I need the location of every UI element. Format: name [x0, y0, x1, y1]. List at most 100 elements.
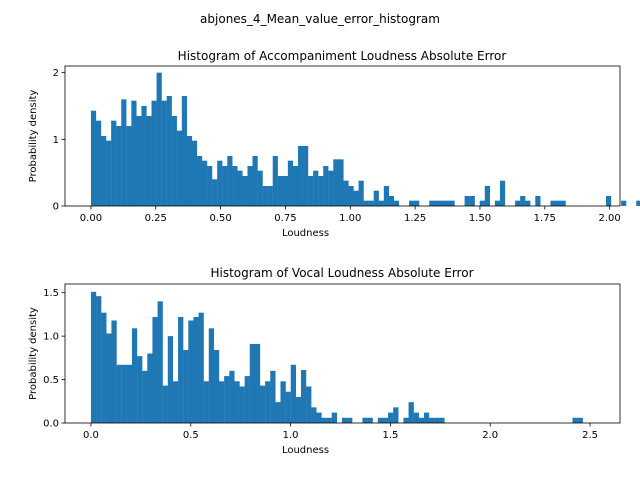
- vocal-x-axis-label: Loudness: [282, 445, 329, 456]
- vocal-bar: [275, 402, 281, 423]
- accompaniment-bar: [323, 166, 329, 206]
- vocal-plot-title: Histogram of Vocal Loudness Absolute Err…: [210, 266, 473, 280]
- accompaniment-bar: [101, 136, 107, 206]
- accompaniment-bar: [267, 186, 273, 206]
- accompaniment-bar: [393, 200, 400, 206]
- accompaniment-bar: [181, 96, 188, 206]
- accompaniment-bar: [439, 200, 445, 206]
- accompaniment-bar: [605, 196, 612, 206]
- accompaniment-bar: [252, 156, 258, 206]
- vocal-bar: [193, 317, 199, 423]
- vocal-bar: [131, 328, 138, 423]
- accompaniment-x-tick-label: 0.00: [80, 213, 102, 224]
- accompaniment-bar: [348, 186, 354, 206]
- accompaniment-bar: [247, 166, 253, 206]
- accompaniment-bar: [95, 120, 102, 206]
- accompaniment-x-axis-label: Loudness: [282, 228, 329, 239]
- accompaniment-bar: [363, 200, 369, 206]
- vocal-bar: [249, 343, 256, 423]
- vocal-bar: [347, 417, 353, 423]
- accompaniment-bar: [464, 196, 470, 206]
- accompaniment-bar: [378, 200, 384, 206]
- accompaniment-bar: [525, 200, 531, 206]
- accompaniment-bar: [287, 160, 294, 206]
- vocal-bar: [90, 291, 97, 423]
- accompaniment-bars: [90, 72, 640, 206]
- vocal-bar: [229, 370, 235, 424]
- vocal-bar: [254, 343, 261, 423]
- vocal-bar: [198, 312, 204, 423]
- accompaniment-histogram-plot: Histogram of Accompaniment Loudness Abso…: [28, 49, 640, 239]
- vocal-bar: [137, 356, 143, 423]
- vocal-bar: [260, 385, 266, 423]
- accompaniment-bar: [479, 200, 485, 206]
- accompaniment-bar: [560, 200, 566, 206]
- accompaniment-bar: [297, 146, 304, 206]
- accompaniment-x-tick-label: 0.25: [145, 213, 167, 224]
- accompaniment-axes-frame: [64, 65, 621, 207]
- vocal-y-tick-label: 0.0: [43, 419, 59, 430]
- accompaniment-bar: [328, 170, 334, 206]
- accompaniment-bar: [151, 100, 157, 206]
- accompaniment-bar: [333, 159, 339, 206]
- accompaniment-bar: [202, 160, 208, 206]
- vocal-bar: [111, 320, 117, 423]
- accompaniment-bar: [383, 186, 389, 206]
- vocal-x-tick-label: 1.5: [382, 430, 398, 441]
- accompaniment-bar: [308, 176, 314, 206]
- vocal-bar: [280, 381, 286, 423]
- accompaniment-plot-title: Histogram of Accompaniment Loudness Abso…: [178, 49, 507, 63]
- vocal-histogram-plot: Histogram of Vocal Loudness Absolute Err…: [28, 266, 621, 456]
- accompaniment-bar: [121, 99, 127, 206]
- vocal-bar: [577, 417, 583, 423]
- accompaniment-bar: [156, 72, 162, 206]
- vocal-x-tick-label: 2.0: [482, 430, 498, 441]
- vocal-y-tick-label: 1.5: [43, 288, 59, 299]
- vocal-bar: [572, 417, 578, 423]
- vocal-bar: [367, 417, 373, 423]
- accompaniment-bar: [449, 200, 455, 206]
- accompaniment-y-tick-label: 0: [53, 202, 59, 213]
- vocal-bar: [183, 350, 189, 423]
- accompaniment-bar: [520, 196, 526, 206]
- accompaniment-x-tick-label: 0.75: [274, 213, 296, 224]
- vocal-bar: [157, 301, 163, 424]
- accompaniment-bar: [469, 196, 475, 206]
- accompaniment-bar: [292, 166, 299, 206]
- accompaniment-bar: [499, 180, 506, 206]
- vocal-bar: [224, 376, 230, 423]
- vocal-bar: [208, 328, 215, 423]
- vocal-bar: [326, 417, 332, 423]
- vocal-bar: [439, 417, 445, 423]
- vocal-bar: [142, 370, 148, 424]
- vocal-bar: [219, 381, 225, 423]
- accompaniment-bar: [434, 200, 440, 206]
- accompaniment-x-tick-label: 1.50: [469, 213, 491, 224]
- accompaniment-bar: [414, 200, 420, 206]
- accompaniment-bar: [272, 156, 278, 206]
- accompaniment-bar: [116, 126, 122, 206]
- accompaniment-bar: [303, 146, 309, 206]
- accompaniment-y-tick-label: 2: [53, 68, 59, 79]
- vocal-bar: [239, 386, 245, 423]
- accompaniment-x-tick-label: 2.00: [598, 213, 620, 224]
- accompaniment-bar: [484, 186, 490, 206]
- accompaniment-bar: [368, 200, 374, 206]
- vocal-bar: [167, 336, 174, 424]
- vocal-bar: [311, 407, 317, 423]
- accompaniment-bar: [171, 116, 177, 206]
- vocal-bar: [106, 333, 112, 423]
- accompaniment-bar: [388, 196, 395, 206]
- accompaniment-bar: [409, 200, 415, 206]
- vocal-bar: [413, 412, 419, 423]
- vocal-bar: [316, 412, 322, 423]
- accompaniment-bar: [444, 200, 450, 206]
- vocal-bar: [213, 350, 220, 423]
- accompaniment-bar: [373, 190, 379, 206]
- vocal-x-tick-label: 0.5: [183, 430, 199, 441]
- accompaniment-bar: [126, 126, 132, 206]
- vocal-bar: [234, 381, 240, 423]
- accompaniment-bar: [242, 176, 248, 206]
- accompaniment-bar: [227, 156, 233, 206]
